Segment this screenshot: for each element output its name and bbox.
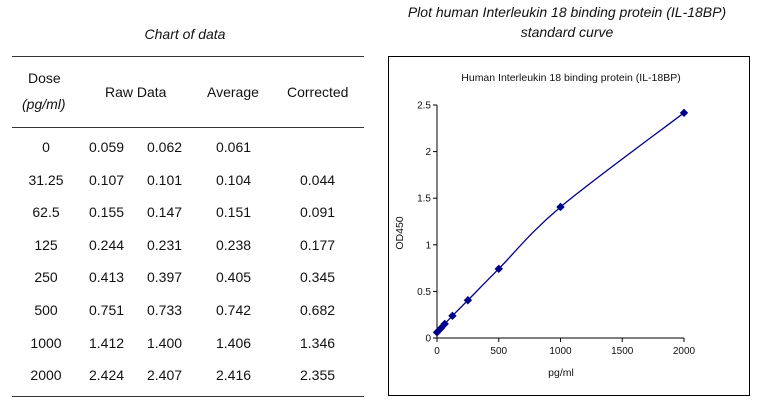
cell-average-row-5: 0.742 — [216, 302, 252, 318]
cell-raw2-row-5: 0.733 — [147, 302, 183, 318]
header-raw-data: Raw Data — [105, 84, 167, 100]
cell-average-row-0: 0.061 — [216, 139, 252, 155]
chart-frame: Human Interleukin 18 binding protein (IL… — [388, 56, 750, 396]
chart-title: Human Interleukin 18 binding protein (IL… — [461, 72, 680, 84]
cell-raw1-row-7: 2.424 — [89, 367, 125, 384]
y-tick-label: 0 — [425, 334, 431, 345]
header-dose: Dose — [28, 70, 61, 86]
cell-raw1-row-4: 0.413 — [89, 269, 125, 286]
header-corrected: Corrected — [287, 84, 349, 100]
cell-raw1-row-0: 0.059 — [89, 139, 125, 155]
y-tick-label: 0.5 — [417, 287, 431, 298]
cell-raw1-row-1: 0.107 — [89, 171, 125, 188]
cell-average-row-2: 0.151 — [216, 204, 252, 221]
y-axis-label: OD450 — [394, 216, 406, 249]
cell-dose-row-0: 0 — [42, 139, 50, 155]
data-point-5 — [494, 264, 503, 274]
cell-raw2-row-0: 0.062 — [147, 139, 183, 155]
cell-corrected-row-2: 0.091 — [300, 204, 336, 221]
cell-corrected-row-3: 0.177 — [300, 236, 336, 253]
cell-corrected-row-7: 2.355 — [300, 367, 336, 384]
y-tick-label: 2.5 — [417, 101, 431, 112]
cell-average-row-3: 0.238 — [216, 236, 252, 253]
cell-dose-row-4: 250 — [34, 269, 58, 286]
cell-dose-row-6: 1000 — [30, 334, 62, 351]
plot-title: Plot human Interleukin 18 binding protei… — [374, 2, 760, 42]
cell-dose-row-1: 31.25 — [28, 171, 64, 188]
cell-dose-row-2: 62.5 — [32, 204, 60, 221]
cell-raw1-row-5: 0.751 — [89, 302, 125, 318]
plot-title-line2: standard curve — [520, 24, 614, 40]
x-tick-label: 500 — [490, 346, 507, 357]
data-point-3 — [448, 311, 457, 321]
table-bottom-rule — [12, 396, 364, 397]
y-tick-label: 1 — [425, 240, 431, 251]
x-tick-label: 1500 — [611, 346, 634, 357]
y-tick-label: 1.5 — [417, 194, 431, 205]
cell-raw2-row-6: 1.400 — [147, 334, 183, 351]
cell-dose-row-3: 125 — [34, 236, 58, 253]
header-dose-unit: (pg/ml) — [22, 96, 66, 112]
table-top-rule — [12, 56, 364, 57]
axes: 0 0.5 1 1.5 2 2.5 0 500 1000 1500 2000 — [417, 101, 695, 358]
plot-title-line1: Plot human Interleukin 18 binding protei… — [407, 4, 727, 20]
table-header-rule — [12, 127, 364, 128]
series — [432, 108, 689, 337]
y-tick-label: 2 — [425, 147, 431, 158]
cell-raw2-row-7: 2.407 — [147, 367, 183, 384]
cell-corrected-row-1: 0.044 — [300, 171, 336, 188]
x-tick-label: 1000 — [549, 346, 572, 357]
cell-raw2-row-2: 0.147 — [147, 204, 183, 221]
cell-raw1-row-2: 0.155 — [89, 204, 125, 221]
cell-raw2-row-3: 0.231 — [147, 236, 183, 253]
series-line — [436, 112, 685, 333]
x-tick-label: 2000 — [673, 346, 696, 357]
data-point-6 — [556, 202, 565, 212]
cell-corrected-row-5: 0.682 — [300, 302, 336, 318]
standard-curve-chart: Human Interleukin 18 binding protein (IL… — [394, 72, 696, 379]
cell-corrected-row-4: 0.345 — [300, 269, 336, 286]
cell-raw2-row-4: 0.397 — [147, 269, 183, 286]
cell-raw1-row-6: 1.412 — [89, 334, 125, 351]
cell-raw1-row-3: 0.244 — [89, 236, 125, 253]
data-point-2 — [440, 319, 449, 329]
cell-average-row-1: 0.104 — [216, 171, 252, 188]
cell-corrected-row-6: 1.346 — [300, 334, 336, 351]
cell-average-row-4: 0.405 — [216, 269, 252, 286]
x-tick-label: 0 — [434, 346, 440, 357]
header-average: Average — [207, 84, 259, 100]
cell-raw2-row-1: 0.101 — [147, 171, 183, 188]
cell-dose-row-5: 500 — [34, 302, 58, 318]
cell-average-row-7: 2.416 — [216, 367, 252, 384]
cell-average-row-6: 1.406 — [216, 334, 252, 351]
data-point-7 — [679, 108, 689, 118]
cell-dose-row-7: 2000 — [30, 367, 62, 384]
x-axis-label: pg/ml — [548, 367, 574, 379]
table-title: Chart of data — [144, 26, 226, 42]
